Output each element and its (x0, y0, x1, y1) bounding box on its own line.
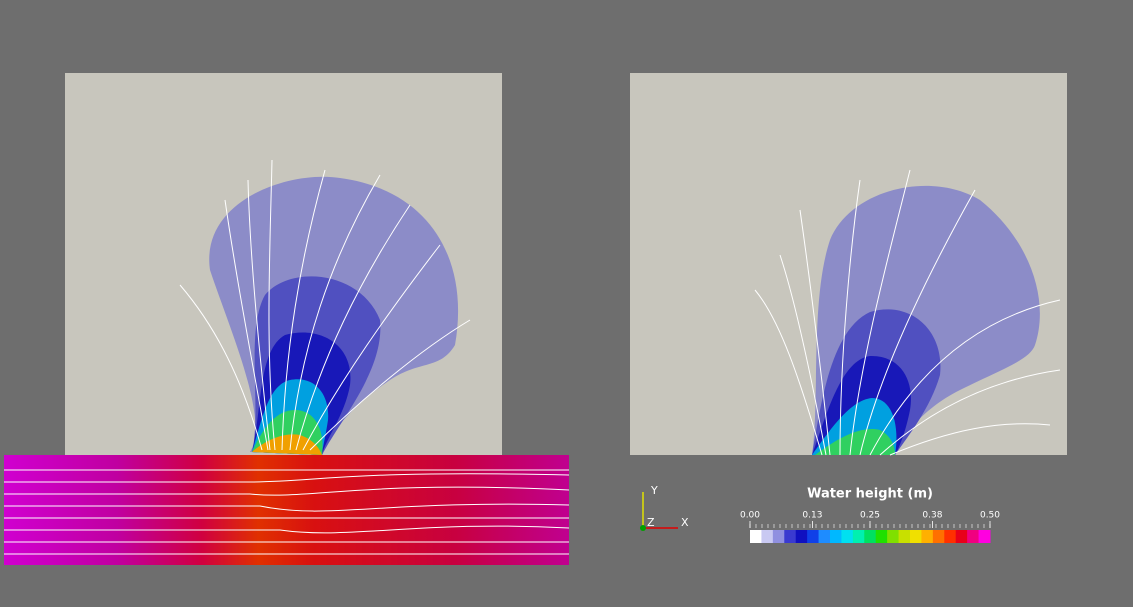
color-swatch (921, 530, 934, 543)
color-swatch (807, 530, 820, 543)
color-swatch (967, 530, 980, 543)
color-swatch (830, 530, 842, 543)
color-swatch (932, 530, 945, 543)
color-swatch (887, 530, 900, 543)
color-swatch (818, 530, 831, 543)
color-swatch (875, 530, 888, 543)
color-swatch (864, 530, 877, 543)
tick-label: 0.38 (922, 511, 942, 521)
colorbar: 0.00 0.13 0.25 0.38 0.50 (740, 511, 1000, 543)
axis-label: X (681, 516, 689, 529)
color-swatch (978, 530, 991, 543)
color-swatch (898, 530, 911, 543)
colorbar-title: Water height (m) (807, 487, 933, 502)
color-swatch (955, 530, 968, 543)
left-view (4, 73, 570, 565)
color-swatch (772, 530, 785, 543)
color-swatch (784, 530, 797, 543)
color-swatch (750, 530, 762, 543)
contour (815, 429, 895, 455)
color-swatch (910, 530, 922, 543)
color-swatch (852, 530, 865, 543)
axis-label: Z (647, 516, 655, 529)
tick-label: 0.50 (980, 511, 1000, 521)
right-view (630, 73, 1067, 456)
z-axis (640, 525, 646, 531)
color-swatch (944, 530, 957, 543)
tick-label: 0.00 (740, 511, 760, 521)
axis-label: Y (650, 484, 658, 497)
color-swatch (841, 530, 854, 543)
tick-label: 0.13 (802, 511, 822, 521)
color-swatch (795, 530, 808, 543)
streamlines (4, 159, 570, 555)
color-swatch (761, 530, 774, 543)
tick-label: 0.25 (860, 511, 880, 521)
streamlines (754, 169, 1061, 456)
orientation-axes: Y Z X (640, 484, 689, 531)
